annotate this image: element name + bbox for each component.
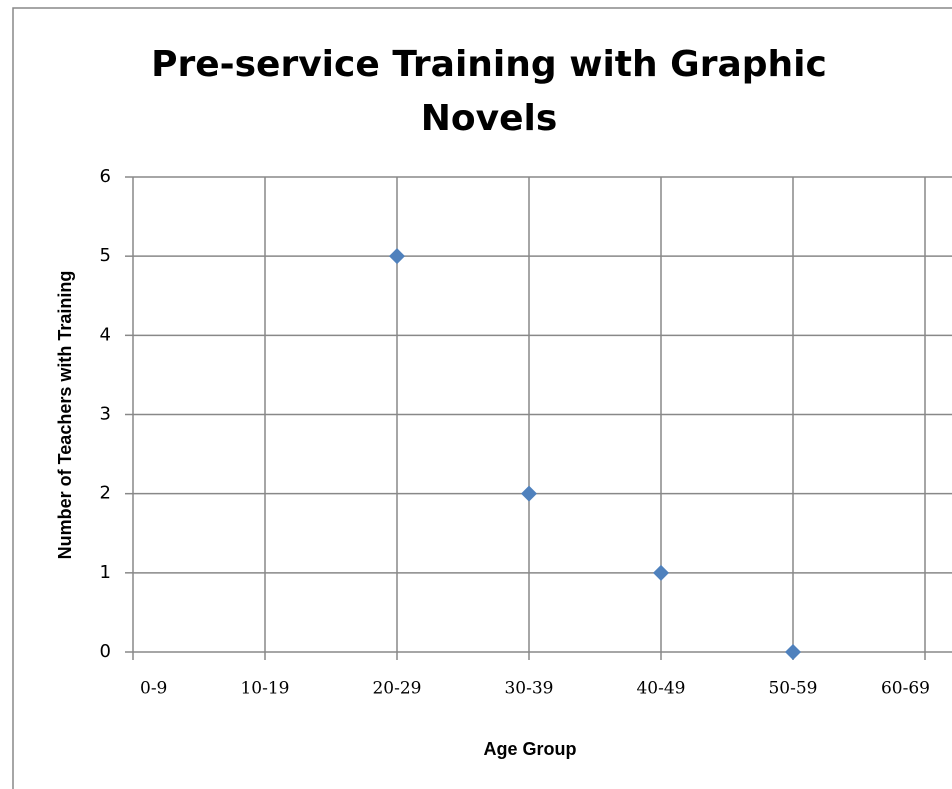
y-axis-label: Number of Teachers with Training (55, 271, 75, 560)
y-tick-label: 0 (100, 641, 111, 662)
y-tick-label: 2 (100, 483, 111, 504)
x-axis-label: Age Group (484, 739, 577, 759)
marker (785, 644, 801, 660)
y-tick-label: 6 (100, 166, 111, 187)
x-tick-label: 10-19 (240, 679, 289, 699)
marker (521, 485, 537, 502)
y-tick-label: 4 (100, 324, 111, 345)
chart-title: Pre-service Training with Graphic Novels (151, 44, 827, 139)
chart-border (12, 7, 952, 789)
x-tick-label: 30-39 (504, 679, 553, 699)
y-tick-label: 3 (100, 404, 111, 425)
x-tick-label: 50-59 (768, 679, 817, 699)
y-tick-label: 5 (100, 245, 111, 266)
marker (389, 248, 405, 265)
marker (653, 564, 669, 581)
x-tick-label: 0-9 (140, 679, 167, 699)
y-tick-label: 1 (100, 562, 111, 583)
x-tick-label: 60-69 (881, 679, 930, 699)
x-tick-label: 20-29 (372, 679, 421, 699)
x-tick-label: 40-49 (636, 679, 685, 699)
